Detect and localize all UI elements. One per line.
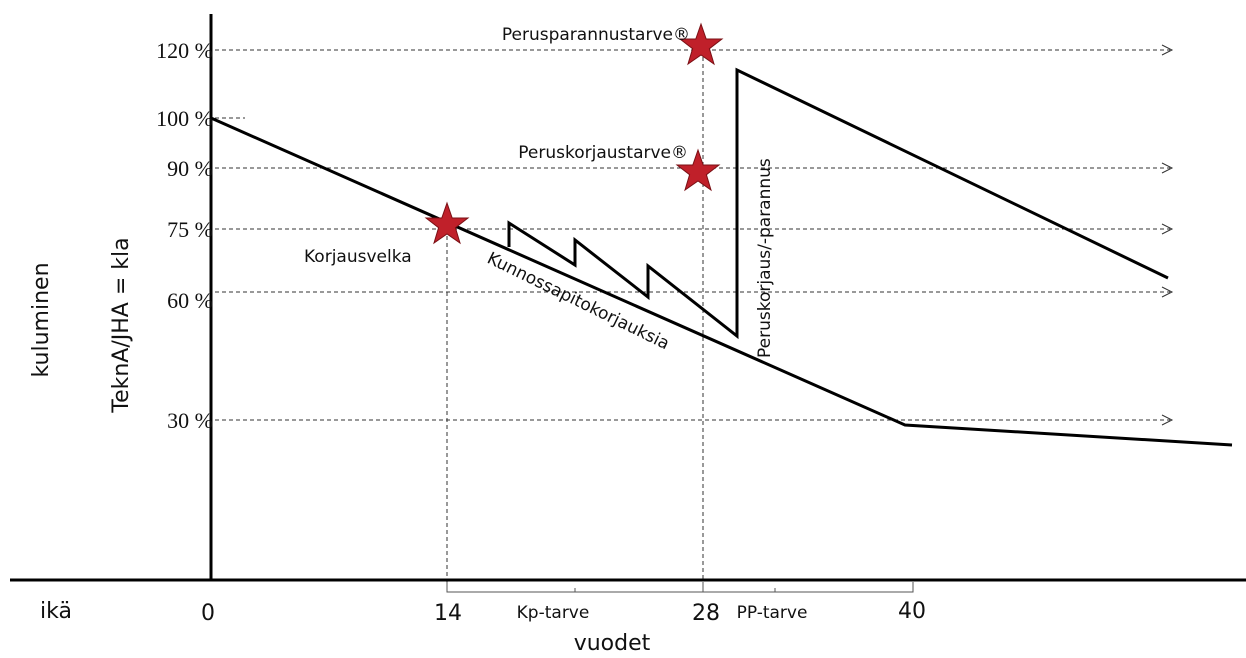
- level-label: 90 %: [167, 156, 213, 181]
- annotation: Perusparannustarve®: [502, 25, 690, 45]
- x-tick-label: 28: [692, 601, 720, 626]
- stars: [424, 22, 724, 245]
- level-label: 120 %: [156, 38, 213, 63]
- x-tick-label: 14: [434, 601, 462, 626]
- repair-line: [507, 67, 1169, 340]
- annotation: Peruskorjaustarve®: [518, 143, 688, 163]
- star: [678, 22, 724, 66]
- x-label: vuodet: [574, 631, 651, 656]
- level-label: 100 %: [156, 106, 213, 131]
- x-tick-label: 40: [898, 599, 926, 624]
- guides: [215, 44, 1174, 593]
- vertical-guides: [446, 50, 704, 582]
- annotation: Korjausvelka: [304, 247, 412, 267]
- x-tick-label: 0: [201, 601, 215, 626]
- star: [675, 148, 721, 192]
- span-label: Kp-tarve: [517, 603, 590, 623]
- y-label: kuluminen: [29, 262, 54, 377]
- y-label: TeknA/JHA = kla: [109, 237, 134, 413]
- spans-brackets: [446, 582, 914, 593]
- guide-arrows: [1161, 44, 1174, 426]
- star: [424, 201, 470, 245]
- level-label: 30 %: [167, 408, 213, 433]
- annotation: Kunnossapitokorjauksia: [484, 249, 673, 355]
- level-label: 75 %: [167, 217, 213, 242]
- level-label: 60 %: [167, 288, 213, 313]
- annotation: Peruskorjaus/-parannus: [755, 158, 775, 358]
- x-left-label: ikä: [40, 599, 72, 624]
- level-guides: [215, 49, 1170, 421]
- decay-line: [210, 116, 1233, 447]
- span-label: PP-tarve: [737, 603, 808, 623]
